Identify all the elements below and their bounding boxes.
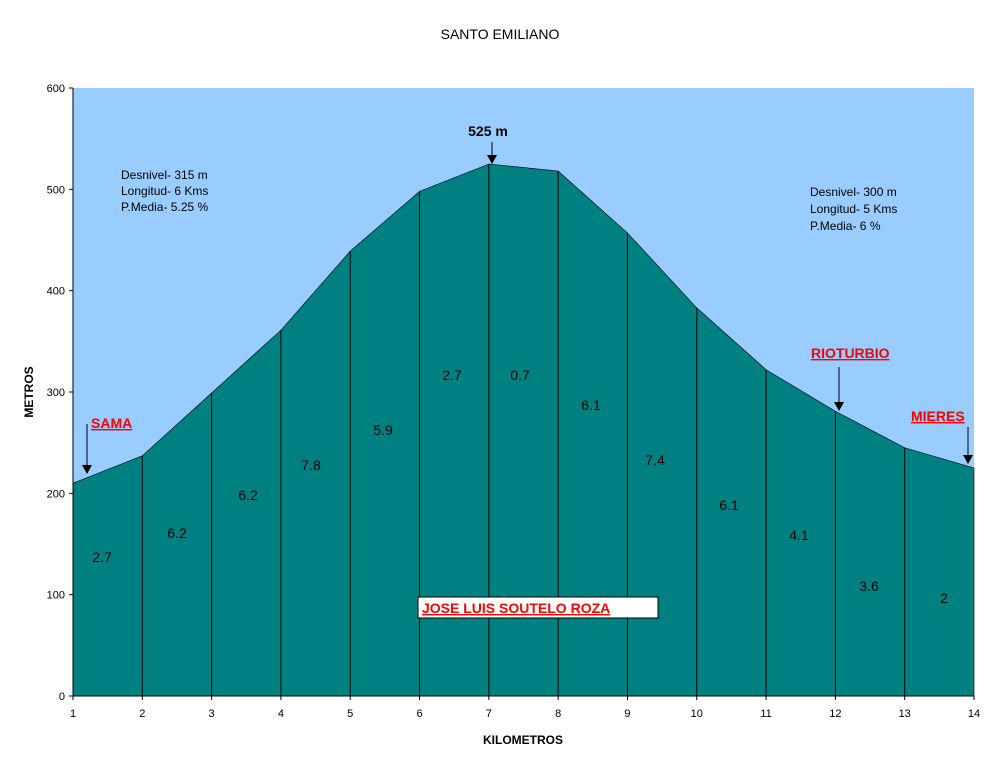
segment-gradient-label: 2.7: [442, 367, 462, 383]
segment-gradient-label: 4.1: [789, 527, 809, 543]
y-tick-label: 100: [47, 590, 65, 602]
place-label: MIERES: [911, 408, 965, 424]
left-info-text: P.Media- 5.25 %: [121, 200, 208, 214]
y-tick-label: 0: [59, 691, 65, 703]
segment-gradient-label: 6.1: [581, 397, 601, 413]
x-tick-label: 6: [416, 708, 422, 720]
right-info-text: P.Media- 6 %: [810, 219, 881, 233]
right-info-text: Desnivel- 300 m: [810, 185, 897, 199]
y-axis-label: METROS: [22, 366, 36, 417]
place-arrow-head: [82, 465, 92, 474]
y-tick-label: 400: [47, 286, 65, 298]
right-info-text: Longitud- 5 Kms: [810, 202, 897, 216]
x-tick-label: 8: [555, 708, 561, 720]
left-info-text: Longitud- 6 Kms: [121, 184, 208, 198]
elevation-area: [72, 163, 975, 697]
place-label: SAMA: [91, 415, 132, 431]
peak-label: 525 m: [468, 123, 508, 139]
y-tick-label: 500: [47, 184, 65, 196]
x-axis-label: KILOMETROS: [483, 733, 563, 747]
place-arrow-head: [834, 402, 844, 411]
segment-gradient-label: 6.1: [719, 497, 739, 513]
segment-gradient-label: 0.7: [510, 367, 530, 383]
segment-gradient-label: 3.6: [859, 578, 879, 594]
x-tick-label: 12: [829, 708, 841, 720]
segment-gradient-label: 2: [940, 590, 948, 606]
left-info-text: Desnivel- 315 m: [121, 168, 208, 182]
x-tick-label: 10: [691, 708, 703, 720]
segment-gradient-label: 6.2: [167, 525, 187, 541]
author-label: JOSE LUIS SOUTELO ROZA: [422, 600, 610, 616]
y-tick-label: 300: [47, 387, 65, 399]
x-tick-label: 2: [139, 708, 145, 720]
chart-title: SANTO EMILIANO: [441, 26, 560, 42]
author-box: [417, 596, 659, 619]
place-label: RIOTURBIO: [811, 345, 890, 361]
segment-gradient-label: 5.9: [373, 422, 393, 438]
segment-gradient-label: 6.2: [238, 487, 258, 503]
x-tick-label: 1: [70, 708, 76, 720]
y-tick-label: 600: [47, 83, 65, 95]
x-tick-label: 4: [278, 708, 284, 720]
x-tick-label: 13: [899, 708, 911, 720]
segment-gradient-label: 7.8: [301, 457, 321, 473]
segment-gradient-label: 2.7: [92, 549, 112, 565]
place-arrow-head: [963, 455, 973, 464]
y-tick-label: 200: [47, 488, 65, 500]
x-tick-label: 11: [760, 708, 771, 720]
x-tick-label: 3: [209, 708, 215, 720]
x-tick-label: 9: [624, 708, 630, 720]
x-tick-label: 14: [968, 708, 980, 720]
peak-arrow-head: [487, 155, 497, 164]
segment-gradient-label: 7.4: [645, 452, 665, 468]
x-tick-label: 5: [347, 708, 353, 720]
x-tick-label: 7: [486, 708, 492, 720]
